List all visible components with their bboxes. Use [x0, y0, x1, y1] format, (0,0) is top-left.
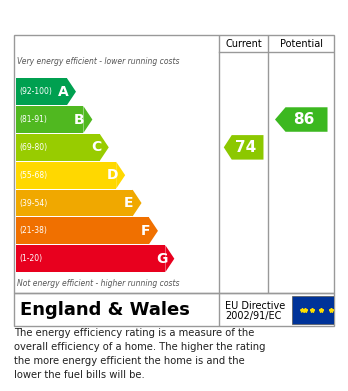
- Text: (92-100): (92-100): [19, 87, 52, 96]
- Text: (69-80): (69-80): [19, 143, 47, 152]
- Bar: [16, 217, 149, 244]
- Bar: [16, 245, 165, 272]
- Polygon shape: [165, 245, 174, 272]
- Text: England & Wales: England & Wales: [20, 301, 190, 319]
- Polygon shape: [275, 107, 327, 132]
- Bar: [16, 190, 133, 217]
- Polygon shape: [100, 134, 109, 161]
- Polygon shape: [224, 135, 263, 160]
- Text: B: B: [74, 113, 85, 127]
- Text: Not energy efficient - higher running costs: Not energy efficient - higher running co…: [17, 279, 180, 288]
- Text: (1-20): (1-20): [19, 254, 42, 263]
- Text: 86: 86: [293, 112, 315, 127]
- Text: (21-38): (21-38): [19, 226, 47, 235]
- Bar: [16, 134, 100, 161]
- Text: The energy efficiency rating is a measure of the
overall efficiency of a home. T: The energy efficiency rating is a measur…: [14, 328, 266, 380]
- Text: Energy Efficiency Rating: Energy Efficiency Rating: [69, 10, 279, 25]
- Polygon shape: [116, 162, 125, 188]
- Text: E: E: [124, 196, 134, 210]
- Bar: [292, 296, 348, 324]
- Bar: [16, 162, 116, 188]
- Text: F: F: [140, 224, 150, 238]
- Text: (55-68): (55-68): [19, 171, 47, 180]
- Text: 74: 74: [235, 140, 256, 155]
- Bar: [16, 106, 84, 133]
- Bar: [16, 78, 67, 105]
- Polygon shape: [84, 106, 92, 133]
- Polygon shape: [67, 78, 76, 105]
- Text: A: A: [58, 85, 69, 99]
- Text: EU Directive: EU Directive: [225, 301, 285, 311]
- Text: 2002/91/EC: 2002/91/EC: [225, 311, 282, 321]
- Text: (81-91): (81-91): [19, 115, 47, 124]
- Text: Very energy efficient - lower running costs: Very energy efficient - lower running co…: [17, 57, 180, 66]
- Polygon shape: [149, 217, 158, 244]
- Text: C: C: [91, 140, 101, 154]
- Text: (39-54): (39-54): [19, 199, 48, 208]
- Text: G: G: [156, 252, 167, 266]
- Polygon shape: [133, 190, 142, 217]
- Text: Potential: Potential: [280, 39, 323, 48]
- Text: Current: Current: [225, 39, 262, 48]
- Text: D: D: [106, 168, 118, 182]
